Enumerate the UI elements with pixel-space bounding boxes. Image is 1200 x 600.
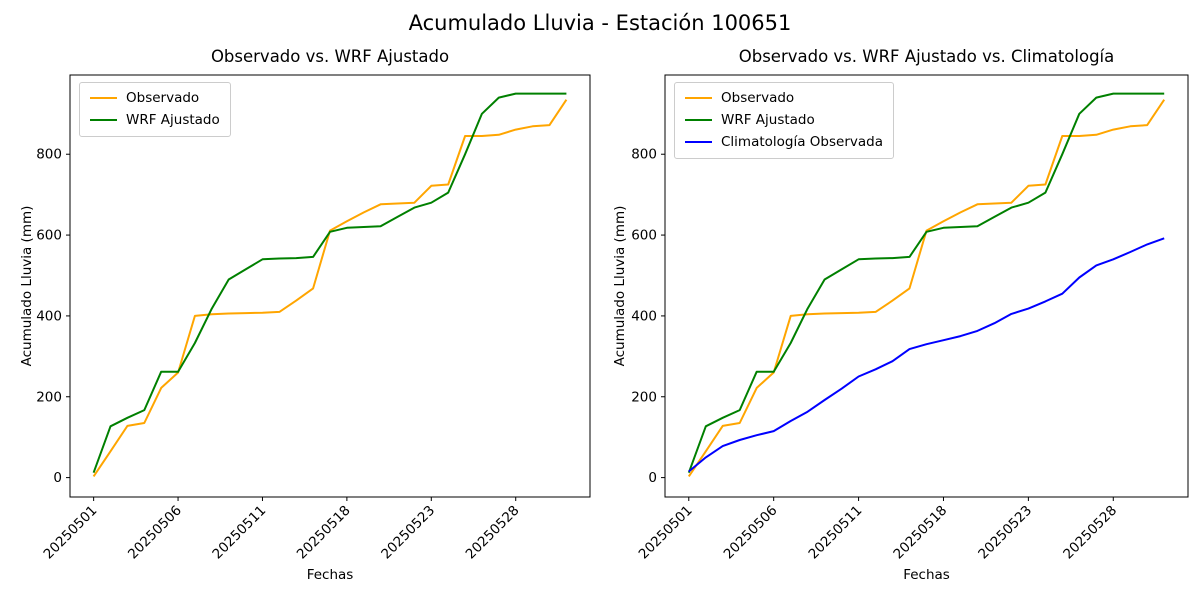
- figure-suptitle: Acumulado Lluvia - Estación 100651: [408, 11, 792, 35]
- y-tick-label: 800: [36, 147, 62, 163]
- x-tick-label: 20250528: [1060, 503, 1120, 563]
- left-x-axis-label: Fechas: [306, 567, 354, 583]
- y-tick-label: 400: [631, 308, 657, 324]
- axes-frame: [664, 74, 1189, 498]
- x-tick-label: 20250506: [125, 503, 185, 563]
- legend-entry: Observado: [685, 90, 883, 107]
- x-tick-label: 20250501: [41, 503, 101, 563]
- legend-line-swatch: [685, 141, 712, 144]
- x-tick-label: 20250523: [975, 503, 1035, 563]
- legend-entry: Climatología Observada: [685, 134, 883, 151]
- left-plot-legend: Observado WRF Ajustado: [79, 82, 231, 137]
- legend-label: Observado: [721, 90, 795, 106]
- x-tick-label: 20250501: [636, 503, 696, 563]
- legend-line-swatch: [685, 119, 712, 122]
- left-plot-title: Observado vs. WRF Ajustado: [210, 47, 450, 66]
- observado-line: [687, 99, 1166, 477]
- legend-line-swatch: [685, 97, 712, 100]
- x-tick-label: 20250518: [294, 503, 354, 563]
- x-tick-label: 20250511: [806, 503, 866, 563]
- axes-frame: [69, 74, 591, 498]
- legend-label: WRF Ajustado: [721, 111, 815, 128]
- y-tick-label: 600: [631, 228, 657, 244]
- y-tick-label: 800: [631, 147, 657, 163]
- x-tick-label: 20250511: [209, 503, 269, 563]
- x-tick-label: 20250506: [721, 503, 781, 563]
- x-tick-label: 20250523: [378, 503, 438, 563]
- wrf-ajustado-line: [687, 92, 1165, 474]
- y-tick-label: 200: [631, 389, 657, 405]
- x-tick-label: 20250518: [890, 503, 950, 563]
- legend-line-swatch: [90, 119, 117, 122]
- right-x-axis-label: Fechas: [903, 567, 950, 583]
- y-tick-label: 400: [36, 308, 62, 324]
- legend-entry: WRF Ajustado: [90, 112, 220, 129]
- right-plot-title: Observado vs. WRF Ajustado vs. Climatolo…: [738, 47, 1115, 66]
- observado-line: [92, 99, 568, 477]
- right-plot-legend: Observado WRF Ajustado Climatología Observ…: [674, 82, 894, 159]
- x-tick-label: 20250528: [463, 503, 523, 563]
- wrf-ajustado-line: [92, 92, 567, 474]
- climatolog-a-observada-line: [688, 237, 1165, 473]
- left-y-axis-label: Acumulado Lluvia (mm): [19, 205, 35, 367]
- legend-label: WRF Ajustado: [126, 111, 220, 128]
- legend-entry: Observado: [90, 90, 220, 107]
- legend-entry: WRF Ajustado: [685, 112, 883, 129]
- legend-label: Observado: [126, 90, 200, 106]
- y-tick-label: 0: [648, 470, 657, 486]
- right-y-axis-label: Acumulado Lluvia (mm): [612, 205, 628, 367]
- legend-line-swatch: [90, 97, 117, 100]
- y-tick-label: 600: [36, 228, 62, 244]
- legend-label: Climatología Observada: [721, 133, 883, 150]
- y-tick-label: 200: [36, 389, 62, 405]
- y-tick-label: 0: [53, 470, 62, 486]
